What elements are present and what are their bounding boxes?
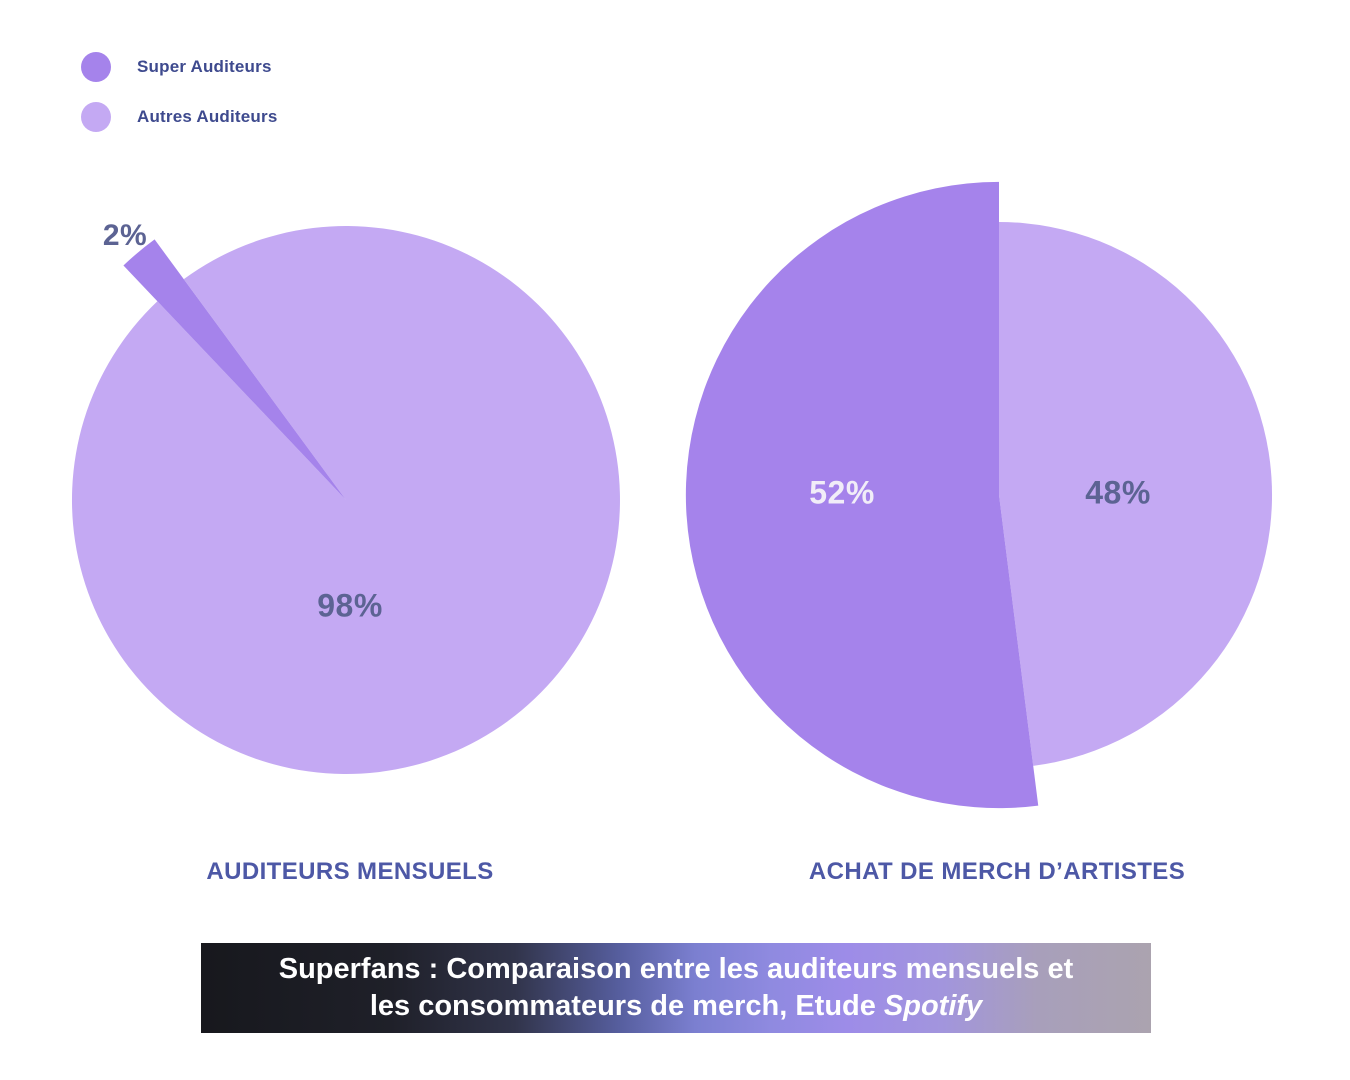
legend-item-autres-auditeurs: Autres Auditeurs [81, 102, 277, 132]
slice-label-autres-auditeurs-48: 48% [1085, 474, 1151, 511]
slice-label-autres-auditeurs-98: 98% [317, 587, 383, 624]
pie-title-achat-de-merch: ACHAT DE MERCH D’ARTISTES [808, 858, 1186, 885]
slice-label-super-auditeurs-2: 2% [102, 219, 148, 252]
legend-item-super-auditeurs: Super Auditeurs [81, 52, 277, 82]
legend-swatch-autres-auditeurs-icon [81, 102, 111, 132]
slice-label-super-auditeurs-52: 52% [809, 474, 875, 511]
pie-slice-autres-auditeurs-48 [999, 222, 1273, 766]
caption-line-2: les consommateurs de merch, Etude Spotify [370, 988, 982, 1025]
caption-line-2-text: les consommateurs de merch, Etude [369, 990, 876, 1022]
legend-label-autres-auditeurs: Autres Auditeurs [137, 107, 278, 126]
legend: Super Auditeurs Autres Auditeurs [81, 52, 277, 152]
legend-label-super-auditeurs: Super Auditeurs [137, 57, 272, 76]
legend-swatch-super-auditeurs-icon [81, 52, 111, 82]
pie-title-auditeurs-mensuels: AUDITEURS MENSUELS [206, 858, 494, 885]
caption-line-2-source: Spotify [883, 990, 983, 1022]
pie-slice-super-auditeurs-52 [685, 181, 1039, 809]
caption-banner: Superfans : Comparaison entre les audite… [201, 943, 1151, 1033]
pie-slice-autres-auditeurs-98 [71, 226, 620, 775]
caption-line-1: Superfans : Comparaison entre les audite… [278, 953, 1074, 985]
pie-slice-super-auditeurs-2 [123, 239, 346, 500]
